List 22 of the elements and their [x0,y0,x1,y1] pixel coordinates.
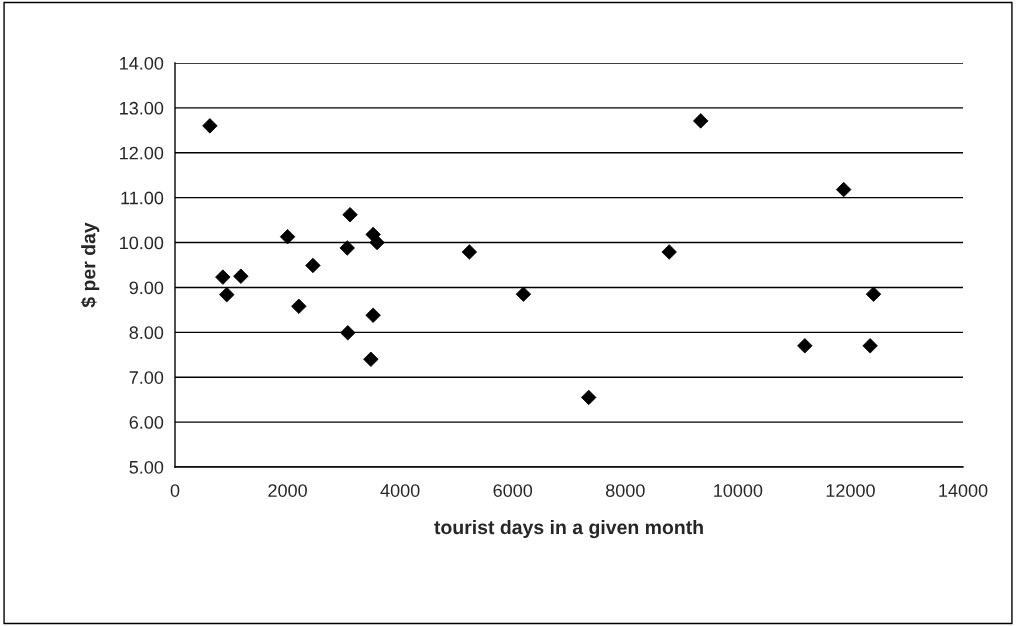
y-tick-label: 10.00 [120,236,164,250]
point [215,269,231,285]
y-tick-label: 9.00 [129,281,164,295]
x-axis-title: tourist days in a given month [434,519,703,539]
x-tick-label: 8000 [605,484,645,497]
x-tick-label: 12000 [826,484,875,497]
y-tick-label: 13.00 [120,101,164,115]
x-tick-label: 6000 [493,484,533,497]
x-tick-label: 0 [170,484,180,497]
x-tick-label: 2000 [268,484,307,497]
y-tick-label: 8.00 [129,326,164,340]
x-tick-label: 14000 [939,484,988,497]
y-tick-label: 11.00 [121,191,164,205]
y-tick-label: 14.00 [120,56,164,70]
y-tick-label: 12.00 [120,146,164,160]
x-tick-label: 4000 [380,484,420,497]
y-tick-label: 6.00 [129,416,164,429]
y-tick-label: 5.00 [129,460,164,474]
y-tick-label: 7.00 [129,371,164,384]
point [581,389,597,406]
x-tick-label: 10000 [714,484,763,497]
y-axis-title: $ per day [80,222,100,308]
